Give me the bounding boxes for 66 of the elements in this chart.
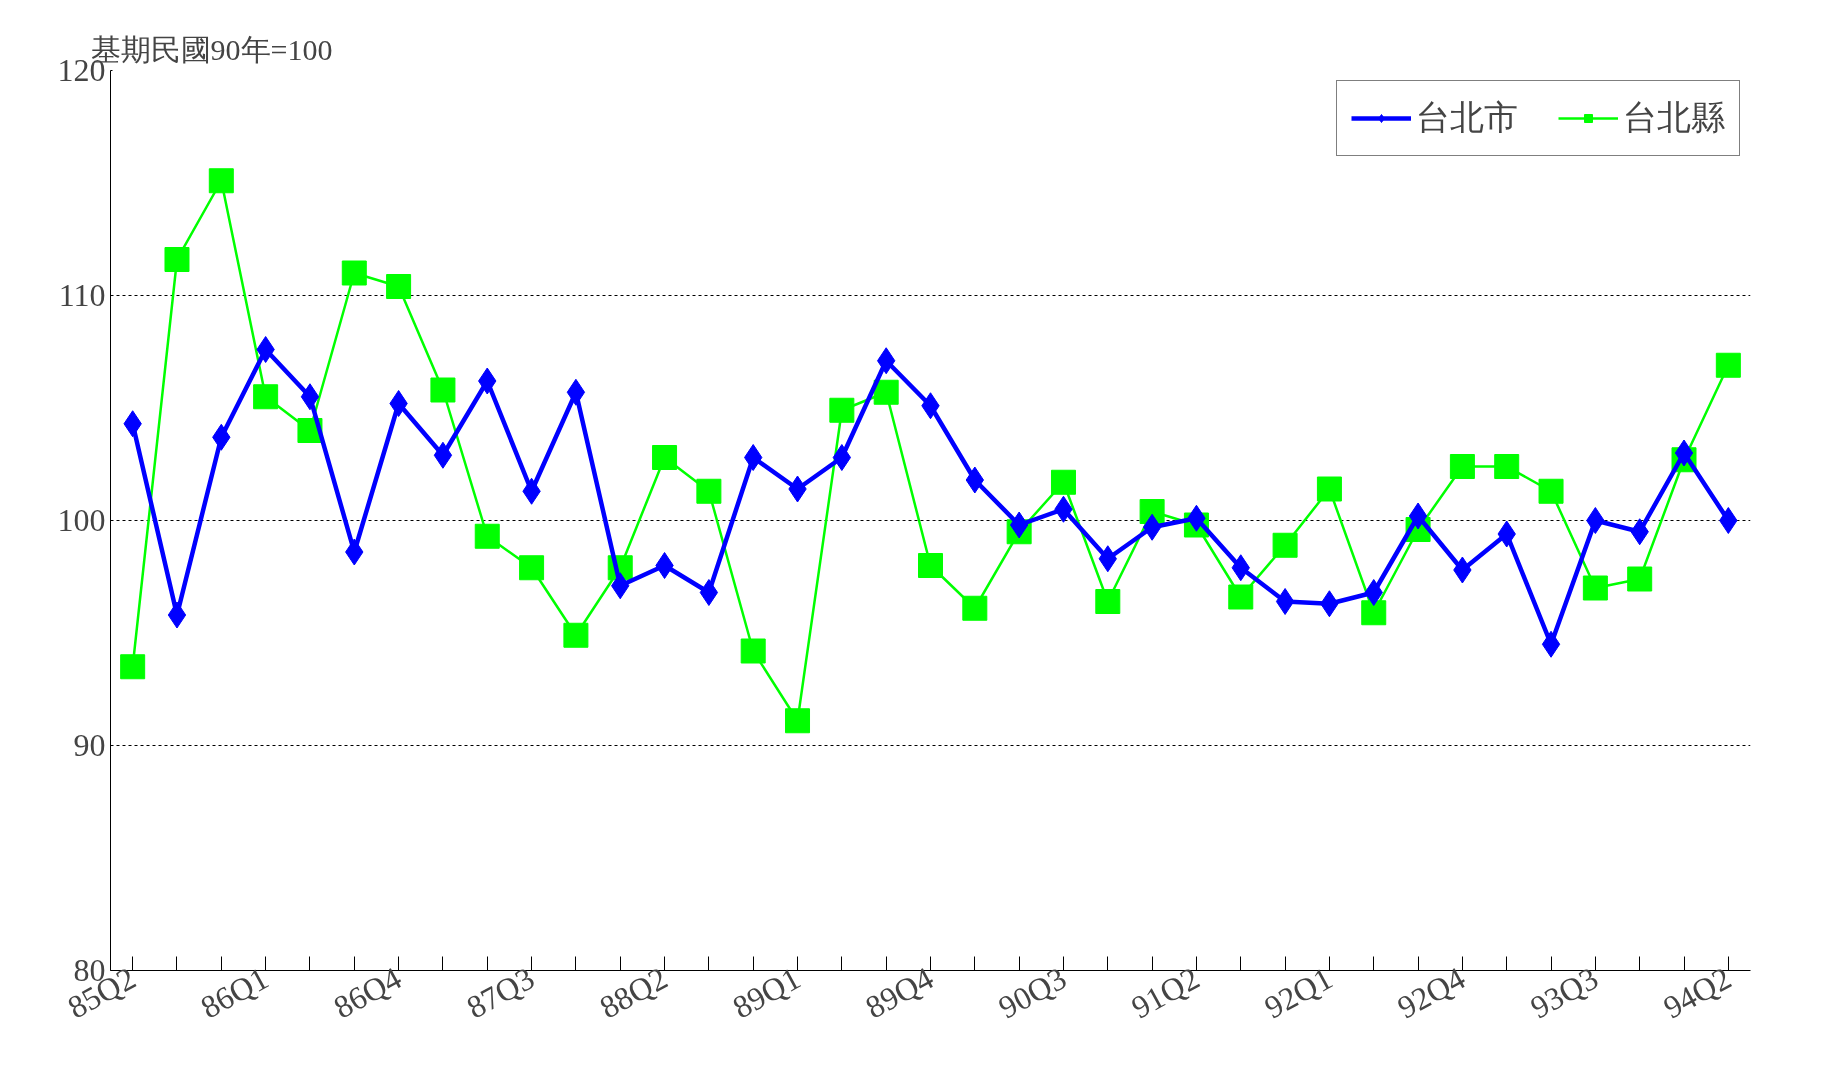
point bbox=[341, 260, 367, 286]
x-tick-label: 92Q1 bbox=[1258, 959, 1339, 1026]
legend-label: 台北市 bbox=[1416, 98, 1518, 138]
x-tick-label: 92Q4 bbox=[1391, 959, 1472, 1026]
point bbox=[829, 397, 855, 423]
point bbox=[1228, 584, 1254, 610]
point bbox=[253, 384, 279, 410]
point bbox=[918, 553, 943, 578]
point bbox=[1674, 439, 1694, 467]
y-tick-label: 110 bbox=[58, 277, 106, 313]
point bbox=[1364, 579, 1383, 606]
point bbox=[433, 441, 453, 469]
point bbox=[1275, 588, 1295, 615]
point bbox=[1142, 513, 1162, 541]
point bbox=[1449, 454, 1475, 479]
point bbox=[962, 595, 988, 621]
point bbox=[566, 378, 586, 406]
point bbox=[1050, 469, 1076, 495]
point bbox=[1494, 454, 1520, 479]
y-tick-label: 100 bbox=[57, 502, 106, 538]
x-tick-label: 87Q3 bbox=[460, 959, 541, 1026]
x-tick-label: 90Q3 bbox=[992, 959, 1073, 1026]
point bbox=[699, 579, 719, 606]
point bbox=[655, 552, 674, 579]
point bbox=[1408, 502, 1428, 530]
point bbox=[164, 247, 190, 272]
point bbox=[208, 168, 234, 194]
point bbox=[1719, 507, 1738, 534]
point bbox=[430, 377, 456, 403]
point bbox=[1272, 532, 1298, 558]
point bbox=[1009, 511, 1029, 539]
point bbox=[832, 444, 852, 471]
point bbox=[300, 383, 320, 411]
point bbox=[696, 478, 722, 504]
point bbox=[1361, 600, 1387, 626]
point bbox=[1541, 630, 1561, 658]
x-tick-label: 89Q1 bbox=[726, 959, 807, 1026]
point bbox=[1715, 352, 1741, 378]
point bbox=[389, 390, 408, 417]
point bbox=[1582, 575, 1608, 601]
point bbox=[519, 555, 545, 581]
point bbox=[386, 274, 412, 299]
point bbox=[1316, 476, 1342, 502]
x-tick-label: 88Q2 bbox=[593, 959, 674, 1026]
x-tick-label: 93Q3 bbox=[1524, 959, 1604, 1026]
point bbox=[873, 379, 899, 405]
point bbox=[1095, 589, 1121, 614]
x-tick-label: 86Q4 bbox=[327, 959, 408, 1026]
point bbox=[1586, 507, 1605, 534]
point bbox=[652, 445, 678, 470]
x-tick-label: 94Q2 bbox=[1657, 959, 1737, 1026]
point bbox=[167, 601, 187, 629]
x-tick-label: 89Q4 bbox=[859, 959, 940, 1026]
point bbox=[120, 654, 146, 680]
point bbox=[740, 638, 766, 664]
point bbox=[744, 444, 763, 471]
y-tick-label: 90 bbox=[73, 727, 106, 763]
point bbox=[1538, 478, 1564, 504]
point bbox=[563, 622, 589, 648]
point bbox=[256, 336, 275, 363]
legend-label: 台北縣 bbox=[1623, 98, 1725, 138]
point bbox=[1627, 566, 1653, 592]
point bbox=[785, 708, 811, 734]
x-tick-label: 86Q1 bbox=[194, 959, 275, 1026]
x-tick-label: 91Q2 bbox=[1125, 959, 1206, 1026]
point bbox=[474, 523, 500, 549]
